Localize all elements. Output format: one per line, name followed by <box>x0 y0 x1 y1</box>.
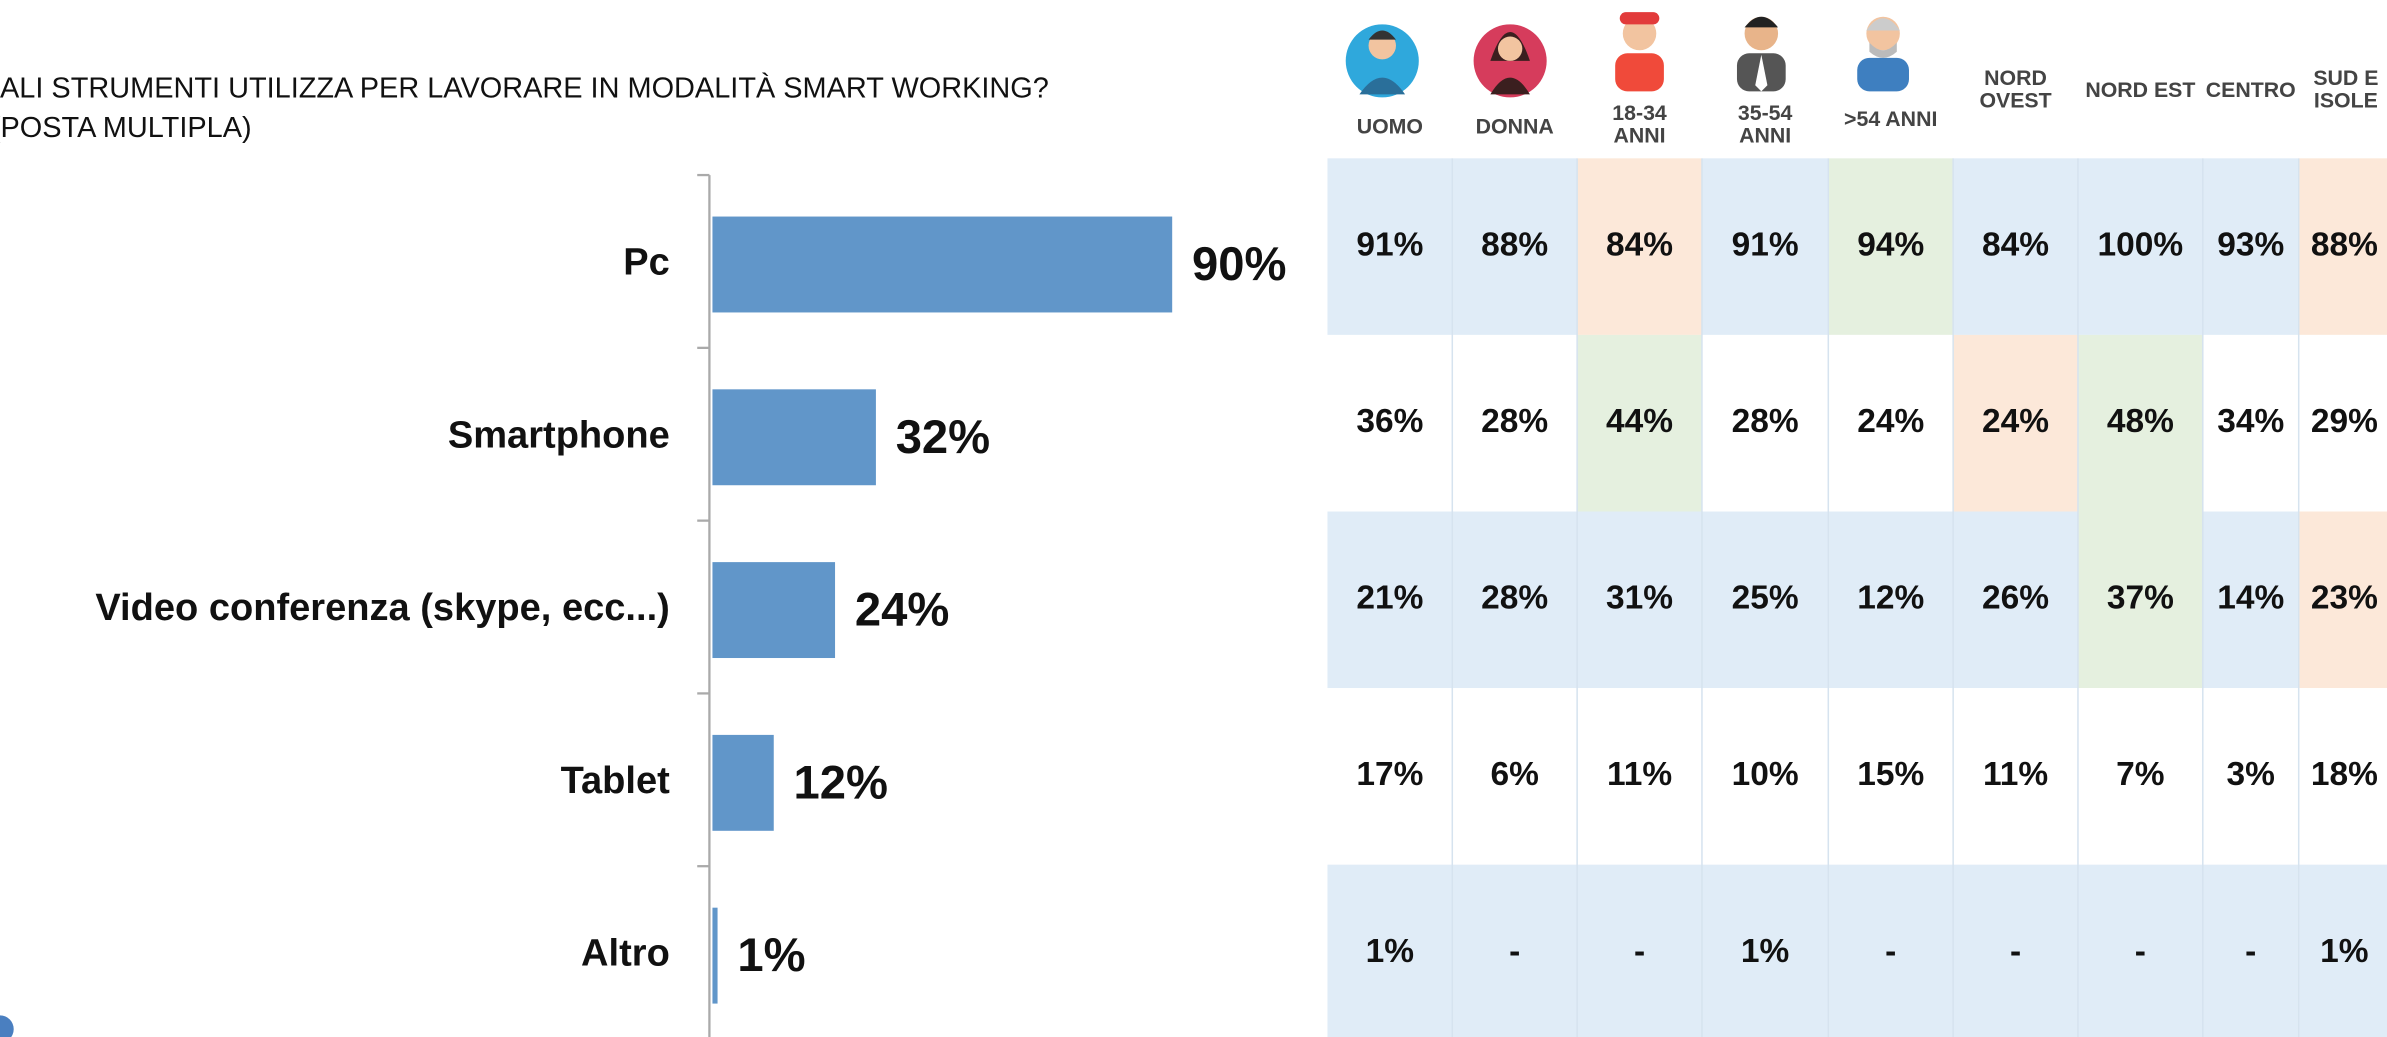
column-header: ANNI <box>1614 124 1666 148</box>
table-value: 88% <box>2311 226 2378 263</box>
chart-subtitle: (POSTA MULTIPLA) <box>0 112 252 144</box>
table-value: 15% <box>1857 756 1924 793</box>
column-header: ANNI <box>1739 124 1791 148</box>
table-value: - <box>2135 933 2146 970</box>
table-value: 91% <box>1356 226 1423 263</box>
value-label: 90% <box>1192 238 1286 291</box>
table-value: 84% <box>1982 226 2049 263</box>
category-label: Tablet <box>561 760 671 802</box>
table-value: 24% <box>1982 403 2049 440</box>
table-value: 34% <box>2217 403 2284 440</box>
column-header: OVEST <box>1979 89 2051 113</box>
table-value: 7% <box>2116 756 2164 793</box>
table-value: 93% <box>2217 226 2284 263</box>
table-value: 88% <box>1481 226 1548 263</box>
category-label: Smartphone <box>448 414 670 456</box>
category-label: Altro <box>581 933 670 975</box>
chart-title: ALI STRUMENTI UTILIZZA PER LAVORARE IN M… <box>0 71 1049 104</box>
table-value: 12% <box>1857 580 1924 617</box>
table-value: 28% <box>1732 403 1799 440</box>
table-value: 94% <box>1857 226 1924 263</box>
page: {"chart_data":{"type":"bar","orientation… <box>0 0 2387 1037</box>
table-value: 26% <box>1982 580 2049 617</box>
table-value: 31% <box>1606 580 1673 617</box>
bar <box>712 908 717 1004</box>
table-value: 29% <box>2311 403 2378 440</box>
column-header: NORD EST <box>2085 78 2195 102</box>
category-label: Pc <box>623 242 670 284</box>
table-value: 44% <box>1606 403 1673 440</box>
table-value: 100% <box>2098 226 2184 263</box>
table-value: 28% <box>1481 403 1548 440</box>
table-value: 28% <box>1481 580 1548 617</box>
value-label: 32% <box>896 411 990 464</box>
column-header: ISOLE <box>2314 89 2378 113</box>
chart: ALI STRUMENTI UTILIZZA PER LAVORARE IN M… <box>0 0 2387 1037</box>
column-header: CENTRO <box>2206 78 2296 102</box>
table-value: 3% <box>2227 756 2275 793</box>
table-value: 6% <box>1491 756 1539 793</box>
table-value: 25% <box>1732 580 1799 617</box>
table-value: 36% <box>1356 403 1423 440</box>
table-value: 1% <box>1741 933 1789 970</box>
column-header: NORD <box>1984 66 2047 90</box>
table-value: 1% <box>1366 933 1414 970</box>
table-value: 11% <box>1607 756 1672 793</box>
column-header: UOMO <box>1357 114 1423 138</box>
table-value: - <box>2010 933 2021 970</box>
bar <box>712 217 1172 313</box>
table-value: 18% <box>2311 756 2378 793</box>
table-value: 37% <box>2107 580 2174 617</box>
table-value: 1% <box>2320 933 2368 970</box>
value-label: 24% <box>855 584 949 637</box>
bar <box>712 735 773 831</box>
icons <box>1346 12 1909 97</box>
table-value: 14% <box>2217 580 2284 617</box>
value-label: 1% <box>737 929 805 982</box>
table-value: 17% <box>1356 756 1423 793</box>
bar <box>712 562 835 658</box>
table-value: 48% <box>2107 403 2174 440</box>
table-value: - <box>2245 933 2256 970</box>
table-value: 84% <box>1606 226 1673 263</box>
column-header: >54 ANNI <box>1844 107 1937 131</box>
table-value: - <box>1885 933 1896 970</box>
category-label: Video conferenza (skype, ecc...) <box>95 587 669 629</box>
table-value: 23% <box>2311 580 2378 617</box>
column-header: SUD E <box>2313 66 2378 90</box>
table-value: 24% <box>1857 403 1924 440</box>
table-value: - <box>1634 933 1645 970</box>
bar <box>712 389 875 485</box>
value-label: 12% <box>794 756 888 809</box>
column-header: 35-54 <box>1738 101 1793 125</box>
column-header: DONNA <box>1476 114 1554 138</box>
table-value: 21% <box>1356 580 1423 617</box>
decoration <box>0 1015 14 1037</box>
table-value: 10% <box>1732 756 1799 793</box>
table-value: 91% <box>1732 226 1799 263</box>
table-value: - <box>1509 933 1520 970</box>
table-value: 11% <box>1983 756 2048 793</box>
column-header: 18-34 <box>1612 101 1667 125</box>
